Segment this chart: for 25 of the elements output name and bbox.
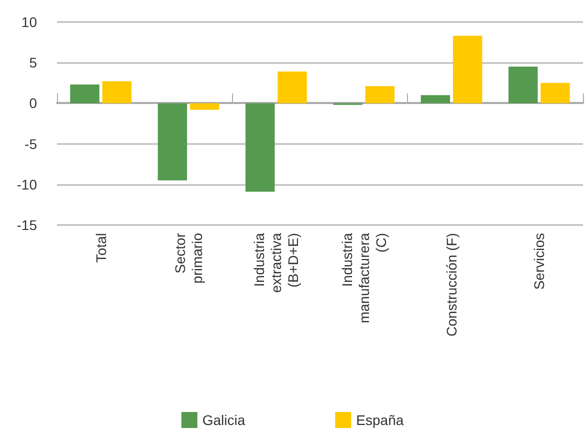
y-tick-label: 5 bbox=[29, 54, 38, 71]
bar bbox=[190, 103, 220, 110]
bar bbox=[245, 103, 275, 192]
x-tick-label: Total bbox=[92, 233, 109, 263]
bar bbox=[102, 81, 132, 104]
bar bbox=[420, 95, 450, 104]
x-tick-label: Sector primario bbox=[172, 232, 205, 284]
y-tick-label: -15 bbox=[16, 217, 38, 233]
bar bbox=[365, 86, 395, 104]
bar bbox=[158, 103, 188, 180]
bar bbox=[452, 36, 482, 104]
y-tick-label: -5 bbox=[24, 136, 38, 152]
x-tick-label: Industria extractiva (B+D+E) bbox=[251, 232, 302, 293]
legend-label: España bbox=[356, 412, 404, 428]
y-tick-label: 0 bbox=[29, 95, 38, 112]
bar bbox=[508, 66, 538, 104]
x-tick-label: Construcción (F) bbox=[444, 233, 460, 336]
x-tick-label: Industria manufacturera (C) bbox=[338, 232, 389, 324]
legend-label: Galicia bbox=[202, 412, 246, 428]
bar bbox=[540, 82, 570, 104]
y-tick-label: 10 bbox=[21, 14, 38, 30]
x-tick-label: Servicios bbox=[531, 233, 548, 290]
bar bbox=[70, 84, 100, 104]
bar bbox=[278, 72, 307, 104]
y-tick-label: -10 bbox=[16, 176, 38, 192]
